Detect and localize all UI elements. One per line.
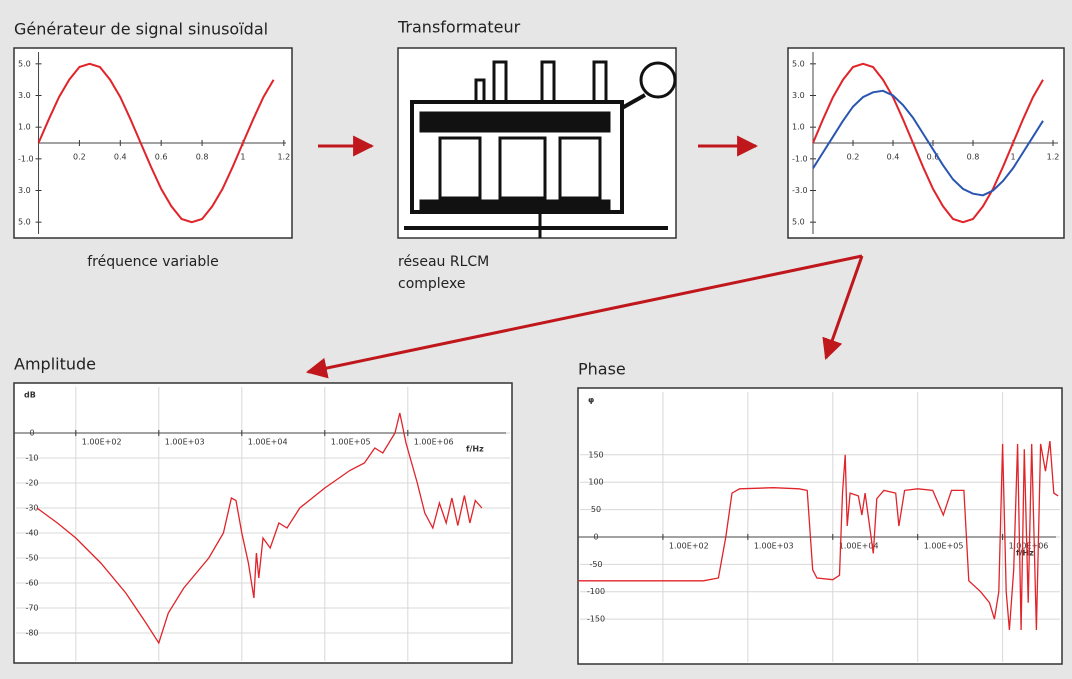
y-tick-label: -80 [25, 629, 38, 638]
x-tick-label: 1.00E+03 [165, 438, 205, 447]
x-tick-label: 0.4 [114, 153, 127, 162]
page: {"transformer": {"title": "Transformateu… [0, 0, 1072, 679]
x-tick-label: 1.00E+06 [414, 438, 454, 447]
x-tick-label: 1.00E+03 [754, 541, 794, 550]
y-tick-label: 1.0 [792, 123, 805, 132]
x-tick-label: 1.2 [277, 153, 290, 162]
y-tick-label: -3.0 [792, 186, 808, 195]
x-tick-label: 0.2 [847, 153, 860, 162]
y-tick-label: -50 [25, 554, 38, 563]
x-tick-label: 1.00E+05 [331, 438, 371, 447]
arrow [826, 256, 862, 358]
x-tick-label: 1 [240, 153, 245, 162]
x-tick-label: 1.00E+02 [669, 541, 709, 550]
y-tick-label: -70 [25, 604, 38, 613]
y-tick-label: -150 [587, 615, 605, 624]
chart-box [14, 383, 512, 663]
transformer-caption: complexe [398, 276, 466, 292]
y-axis-label: φ [588, 396, 594, 405]
chart-title: Phase [578, 360, 626, 379]
chart-title: Amplitude [14, 355, 96, 374]
x-tick-label: 0.2 [73, 153, 86, 162]
y-tick-label: 50 [591, 505, 601, 514]
y-tick-label: 1.0 [18, 123, 31, 132]
y-tick-label: 150 [588, 450, 603, 459]
y-tick-label: -30 [25, 504, 38, 513]
transformer-title: Transformateur [397, 18, 521, 37]
x-tick-label: 0.4 [887, 153, 900, 162]
bottom-yoke [420, 200, 610, 210]
y-tick-label: 5.0 [792, 59, 805, 68]
y-tick-label: -100 [587, 587, 605, 596]
x-axis-label: f/Hz [1016, 548, 1034, 557]
y-tick-label: -10 [25, 454, 38, 463]
y-axis-label: dB [24, 391, 36, 400]
y-tick-label: 5.0 [18, 218, 31, 227]
y-tick-label: -40 [25, 529, 38, 538]
y-tick-label: 100 [588, 478, 603, 487]
diagram: Transformateur réseau RLCM complexe 0.2 0… [0, 0, 1072, 679]
chart-caption: fréquence variable [87, 254, 218, 270]
y-tick-label: 3.0 [792, 91, 805, 100]
arrow [308, 256, 862, 372]
y-tick-label: -1.0 [18, 154, 34, 163]
y-tick-label: -50 [589, 560, 602, 569]
y-tick-label: -20 [25, 479, 38, 488]
transformer-caption: réseau RLCM [398, 254, 489, 270]
y-tick-label: 3.0 [18, 91, 31, 100]
x-tick-label: 1.00E+02 [82, 438, 122, 447]
x-tick-label: 0.8 [967, 153, 980, 162]
top-yoke [420, 112, 610, 132]
y-tick-label: -1.0 [792, 154, 808, 163]
y-tick-label: 5.0 [792, 218, 805, 227]
x-axis-label: f/Hz [466, 445, 484, 454]
y-tick-label: 3.0 [18, 186, 31, 195]
chart-box [578, 388, 1062, 664]
x-tick-label: 0.6 [155, 153, 168, 162]
x-tick-label: 1.00E+04 [248, 438, 288, 447]
x-tick-label: 1.2 [1047, 153, 1060, 162]
y-tick-label: 5.0 [18, 59, 31, 68]
x-tick-label: 1 [1010, 153, 1015, 162]
x-tick-label: 1.00E+05 [924, 541, 964, 550]
chart-title: Générateur de signal sinusoïdal [14, 20, 268, 39]
y-tick-label: -60 [25, 579, 38, 588]
transformer-drawing [398, 48, 676, 238]
x-tick-label: 0.8 [196, 153, 209, 162]
